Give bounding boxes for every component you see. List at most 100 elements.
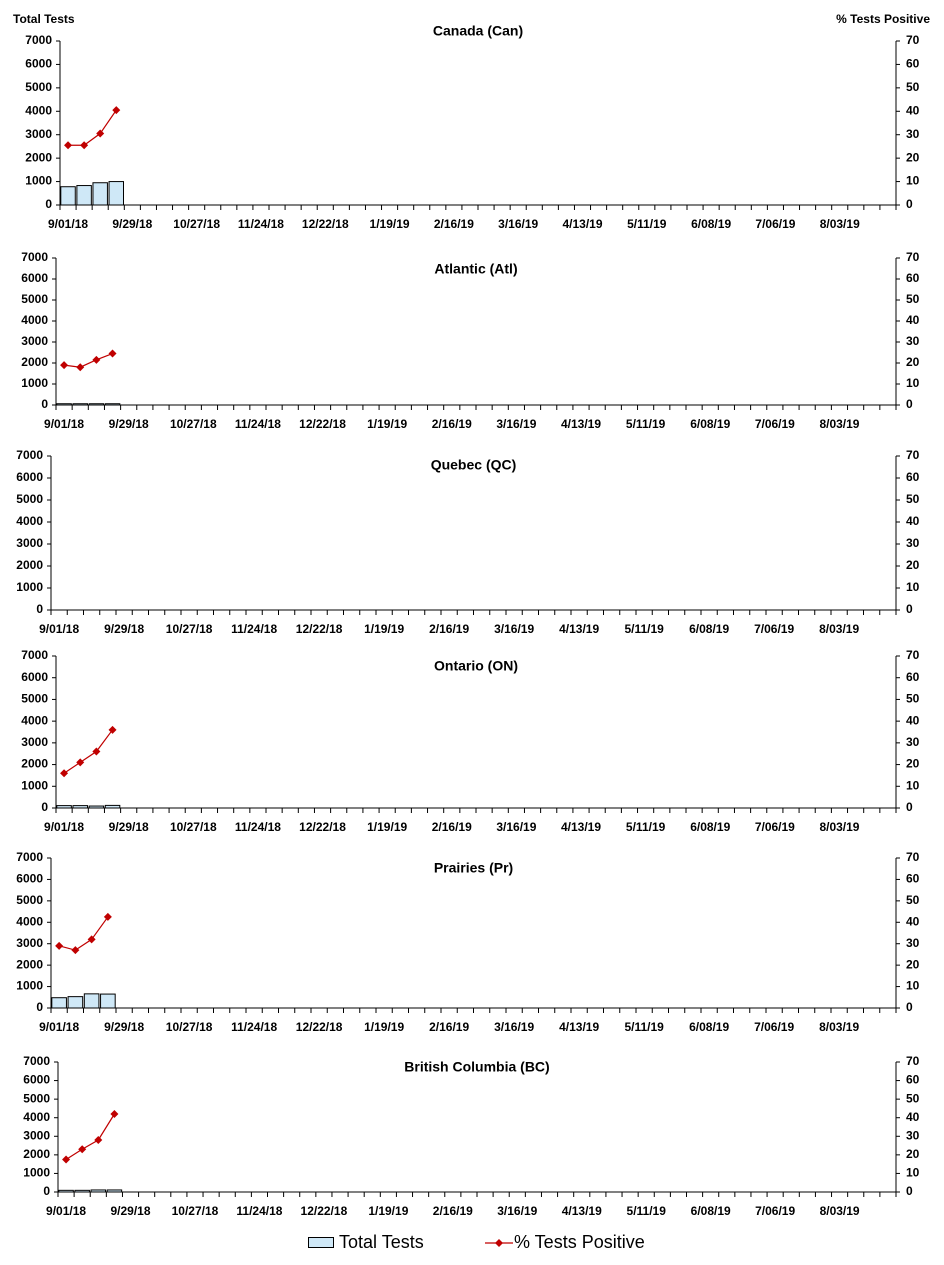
left-y-tick-label: 2000 (21, 355, 48, 369)
legend-line-swatch (485, 1239, 513, 1247)
left-y-tick-label: 6000 (21, 670, 48, 684)
x-tick-label: 7/06/19 (755, 820, 795, 834)
bar (100, 993, 116, 1009)
x-tick-label: 1/19/19 (370, 217, 410, 231)
left-y-tick-label: 7000 (23, 1054, 50, 1068)
left-y-tick-label: 2000 (25, 150, 52, 164)
left-y-tick-label: 5000 (21, 292, 48, 306)
bar (58, 1189, 74, 1193)
x-tick-label: 9/01/18 (46, 1204, 86, 1218)
left-y-tick-label: 5000 (21, 692, 48, 706)
x-tick-label: 4/13/19 (562, 1204, 602, 1218)
right-y-tick-label: 30 (906, 127, 920, 141)
x-tick-label: 5/11/19 (624, 1020, 664, 1034)
legend-label-tests-positive: % Tests Positive (514, 1232, 645, 1252)
left-y-tick-label: 3000 (21, 735, 48, 749)
x-tick-label: 6/08/19 (690, 417, 730, 431)
x-tick-label: 11/24/18 (236, 1204, 282, 1218)
x-tick-label: 6/08/19 (690, 820, 730, 834)
right-y-tick-label: 40 (906, 914, 920, 928)
right-y-tick-label: 60 (906, 670, 920, 684)
left-y-tick-label: 0 (41, 397, 48, 411)
bar (104, 804, 121, 809)
left-y-tick-label: 1000 (16, 580, 43, 594)
right-y-tick-label: 70 (906, 850, 920, 864)
x-tick-label: 1/19/19 (364, 1020, 404, 1034)
point (78, 1145, 87, 1154)
right-y-tick-label: 50 (906, 893, 920, 907)
x-tick-label: 7/06/19 (755, 217, 795, 231)
x-tick-label: 4/13/19 (559, 622, 599, 636)
bar (108, 181, 125, 206)
x-tick-label: 9/01/18 (39, 1020, 79, 1034)
left-y-tick-label: 3000 (23, 1128, 50, 1142)
right-y-tick-label: 30 (906, 936, 920, 950)
chart-title: Prairies (Pr) (434, 860, 513, 876)
right-y-tick-label: 70 (906, 33, 920, 47)
bar (72, 805, 89, 809)
left-axis-title: Total Tests (13, 12, 75, 26)
left-y-tick-label: 7000 (21, 648, 48, 662)
x-tick-label: 11/24/18 (235, 820, 281, 834)
right-y-tick-label: 0 (906, 602, 913, 616)
left-y-tick-label: 4000 (23, 1110, 50, 1124)
series-line (63, 729, 114, 774)
chart-title: Ontario (ON) (434, 658, 518, 674)
chart-title: Atlantic (Atl) (434, 261, 517, 277)
bar (106, 1189, 123, 1193)
x-tick-label: 10/27/18 (173, 217, 220, 231)
right-y-tick-label: 40 (906, 103, 920, 117)
left-y-tick-label: 4000 (16, 514, 43, 528)
series-line (58, 916, 109, 951)
bar (88, 403, 105, 406)
right-y-tick-label: 70 (906, 250, 920, 264)
bar (56, 403, 72, 406)
left-y-tick-label: 4000 (25, 103, 52, 117)
x-tick-label: 11/24/18 (235, 417, 281, 431)
right-y-tick-label: 10 (906, 979, 920, 993)
x-tick-label: 3/16/19 (498, 217, 538, 231)
right-y-tick-label: 70 (906, 648, 920, 662)
right-y-tick-label: 30 (906, 536, 920, 550)
left-y-tick-label: 2000 (23, 1147, 50, 1161)
left-y-tick-label: 2000 (16, 957, 43, 971)
x-tick-label: 12/22/18 (296, 622, 343, 636)
right-y-tick-label: 60 (906, 872, 920, 886)
right-y-tick-label: 20 (906, 1147, 920, 1161)
bar (74, 1189, 90, 1193)
point (62, 1155, 71, 1164)
x-tick-label: 9/01/18 (39, 622, 79, 636)
chart-panel-6: British Columbia (BC) 0 1000 2000 3000 4000 50… (23, 1054, 919, 1218)
right-y-tick-label: 50 (906, 692, 920, 706)
x-tick-label: 11/24/18 (231, 622, 277, 636)
x-tick-label: 1/19/19 (368, 1204, 408, 1218)
left-y-tick-label: 5000 (16, 893, 43, 907)
right-y-tick-label: 10 (906, 778, 920, 792)
x-tick-label: 11/24/18 (238, 217, 284, 231)
left-y-tick-label: 5000 (16, 492, 43, 506)
x-tick-label: 9/29/18 (110, 1204, 150, 1218)
x-tick-label: 8/03/19 (819, 1020, 859, 1034)
x-tick-label: 9/01/18 (44, 417, 84, 431)
x-tick-label: 9/29/18 (104, 622, 144, 636)
x-tick-label: 5/11/19 (627, 1204, 667, 1218)
x-tick-label: 9/29/18 (104, 1020, 144, 1034)
x-tick-label: 3/16/19 (496, 417, 536, 431)
point (55, 941, 64, 950)
right-y-tick-label: 40 (906, 313, 920, 327)
x-tick-label: 9/01/18 (44, 820, 84, 834)
left-y-tick-label: 0 (45, 197, 52, 211)
right-y-tick-label: 50 (906, 1091, 920, 1105)
x-tick-label: 8/03/19 (819, 820, 859, 834)
right-y-tick-label: 10 (906, 1166, 920, 1180)
right-y-tick-label: 20 (906, 150, 920, 164)
x-tick-label: 6/08/19 (691, 217, 731, 231)
bar (83, 993, 100, 1009)
x-tick-label: 7/06/19 (755, 1204, 795, 1218)
left-y-tick-label: 4000 (21, 313, 48, 327)
right-y-tick-label: 20 (906, 355, 920, 369)
chart-panel-4: Ontario (ON)0100020003000400050006000700… (21, 648, 919, 834)
left-y-tick-label: 6000 (16, 872, 43, 886)
right-y-tick-label: 30 (906, 735, 920, 749)
x-tick-label: 9/29/18 (109, 417, 149, 431)
